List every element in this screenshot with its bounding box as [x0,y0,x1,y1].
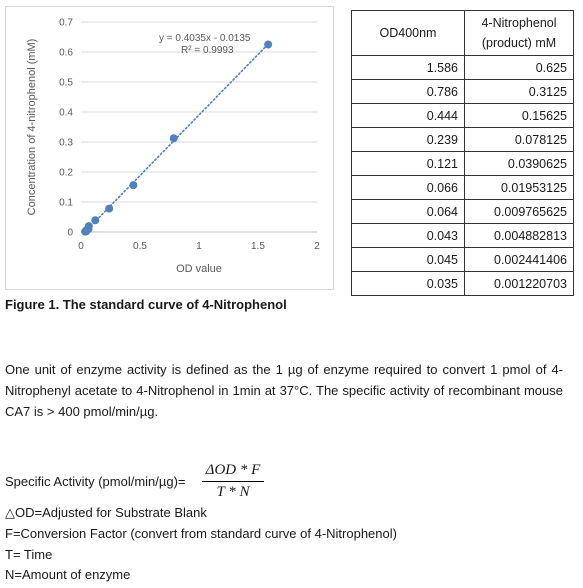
table-row: 1.586 0.625 [351,55,574,80]
y-tick-label: 0.2 [59,168,73,179]
x-tick-label: 1 [196,241,202,252]
table-row: 0.066 0.01953125 [351,175,574,200]
definitions-list: △OD=Adjusted for Substrate Blank F=Conve… [5,503,397,586]
x-tick-label: 0.5 [133,241,147,252]
cell-od: 0.064 [351,199,465,224]
cell-product: 0.0390625 [464,151,574,176]
trendline [84,43,269,233]
cell-product: 0.15625 [464,103,574,128]
trend-layer [84,43,269,233]
formula-fraction: ΔOD * F T * N [202,462,264,501]
formula-denominator: T * N [216,484,250,500]
data-point [91,216,100,225]
table-row: 0.444 0.15625 [351,103,574,128]
formula-label: Specific Activity (pmol/min/µg)= [5,474,186,489]
table-row: 0.035 0.001220703 [351,271,574,296]
cell-product: 0.004882813 [464,223,574,248]
cell-od: 0.035 [351,271,465,296]
y-axis-title: Concentration of 4-nitrophenol (mM) [26,39,38,216]
label-layer: OD value Concentration of 4-nitrophenol … [26,33,251,275]
cell-od: 0.045 [351,247,465,272]
col-header-od: OD400nm [351,10,465,56]
trendline-equation: y = 0.4035x - 0.0135 [159,33,251,44]
unit-definition-paragraph: One unit of enzyme activity is defined a… [5,362,563,419]
cell-od: 0.043 [351,223,465,248]
cell-od: 1.586 [351,55,465,80]
cell-od: 0.121 [351,151,465,176]
data-point [81,227,90,236]
cell-od: 0.066 [351,175,465,200]
data-point [129,181,138,190]
x-tick-label: 2 [314,241,320,252]
y-tick-label: 0.7 [59,18,73,29]
chart-frame: 0 0.1 0.2 0.3 0.4 0.5 0.6 0.7 0 0.5 1 1.5 2 OD value… [5,6,334,290]
table-row: 0.121 0.0390625 [351,151,574,176]
table-header-row: OD400nm 4-Nitrophenol (product) mM [351,10,574,56]
figure-caption: Figure 1. The standard curve of 4-Nitrop… [5,297,287,312]
definition-delta-od: △OD=Adjusted for Substrate Blank [5,505,207,520]
table-row: 0.064 0.009765625 [351,199,574,224]
cell-product: 0.01953125 [464,175,574,200]
col-header-product-line2: (product) mM [481,36,557,50]
cell-product: 0.002441406 [464,247,574,272]
y-tick-label: 0 [67,228,73,239]
r-squared-label: R² = 0.9993 [181,45,234,56]
x-tick-label: 1.5 [251,241,265,252]
cell-product: 0.001220703 [464,271,574,296]
y-tick-label: 0.5 [59,78,73,89]
x-tick-label: 0 [78,241,84,252]
cell-product: 0.3125 [464,79,574,104]
table-body: 1.586 0.625 0.786 0.3125 0.444 0.15625 0.239 0.… [351,55,574,296]
cell-product: 0.078125 [464,127,574,152]
y-tick-label: 0.4 [59,108,73,119]
data-point [105,204,114,213]
data-point [169,134,178,143]
grid-layer [81,21,317,203]
standard-curve-chart: 0 0.1 0.2 0.3 0.4 0.5 0.6 0.7 0 0.5 1 1.5 2 OD value… [26,18,320,276]
formula-numerator: ΔOD * F [202,462,264,482]
y-tick-label: 0.6 [59,48,73,59]
cell-od: 0.239 [351,127,465,152]
table-row: 0.239 0.078125 [351,127,574,152]
cell-od: 0.786 [351,79,465,104]
axis-layer: 0 0.1 0.2 0.3 0.4 0.5 0.6 0.7 0 0.5 1 1.5 2 [59,18,320,253]
cell-product: 0.009765625 [464,199,574,224]
cell-product: 0.625 [464,55,574,80]
y-tick-label: 0.1 [59,198,73,209]
cell-od: 0.444 [351,103,465,128]
table-row: 0.043 0.004882813 [351,223,574,248]
point-layer [81,40,273,236]
data-point [264,40,273,49]
table-row: 0.786 0.3125 [351,79,574,104]
y-tick-label: 0.3 [59,138,73,149]
x-axis-title: OD value [176,263,222,275]
col-header-product-line1: 4-Nitrophenol [481,16,557,30]
definition-t: T= Time [5,546,53,562]
definition-n: N=Amount of enzyme [5,567,131,583]
col-header-product: 4-Nitrophenol (product) mM [464,10,574,56]
table-row: 0.045 0.002441406 [351,247,574,272]
definition-f: F=Conversion Factor (convert from standa… [5,525,397,541]
standard-data-table: OD400nm 4-Nitrophenol (product) mM 1.586… [351,10,574,296]
